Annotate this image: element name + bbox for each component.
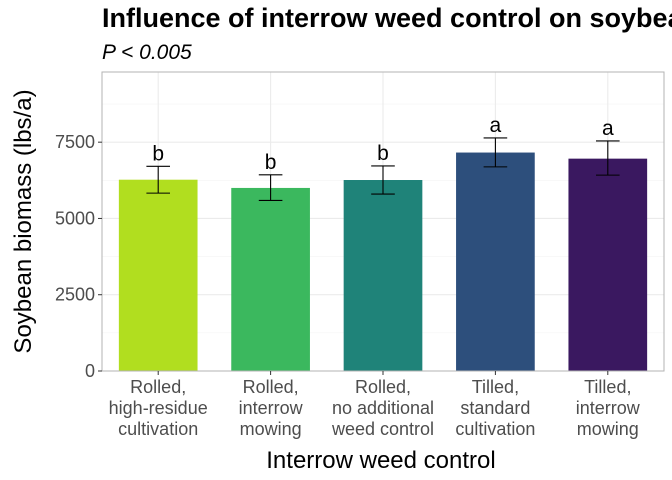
bars (118, 152, 648, 371)
significance-letter: b (152, 142, 164, 165)
error-bar (258, 174, 283, 201)
bar (343, 180, 423, 371)
significance-letter: a (602, 117, 614, 140)
chart-subtitle: P < 0.005 (102, 41, 192, 64)
error-bar (146, 165, 171, 194)
y-tick-label: 5000 (55, 208, 95, 228)
significance-letter: b (377, 142, 389, 165)
error-bar (483, 137, 508, 168)
y-tick-label: 7500 (55, 132, 95, 152)
significance-letters: b b b a a (152, 114, 614, 174)
x-tick-label: Rolled, high-residue cultivation (109, 377, 208, 439)
x-tick-label: Rolled, interrow mowing (239, 377, 304, 439)
y-tick-label: 0 (85, 361, 95, 381)
significance-letter: a (490, 114, 502, 137)
bar (118, 179, 198, 371)
error-bar (595, 140, 620, 176)
significance-letter: b (265, 151, 277, 174)
error-bar (371, 165, 395, 195)
bar (456, 152, 535, 371)
y-axis: 0 2500 5000 7500 (55, 132, 102, 381)
chart-title: Influence of interrow weed control on so… (102, 3, 672, 33)
x-tick-label: Rolled, no additional weed control (331, 377, 434, 439)
y-axis-title: Soybean biomass (lbs/a) (10, 89, 37, 353)
x-axis-title: Interrow weed control (266, 447, 495, 474)
x-tick-label: Tilled, interrow mowing (576, 377, 641, 439)
x-axis: Rolled, high-residue cultivation Rolled, int… (109, 371, 641, 439)
bar (231, 187, 310, 371)
y-tick-label: 2500 (55, 285, 95, 305)
bar (568, 158, 648, 371)
error-bars (146, 137, 620, 201)
x-tick-label: Tilled, standard cultivation (455, 377, 535, 439)
